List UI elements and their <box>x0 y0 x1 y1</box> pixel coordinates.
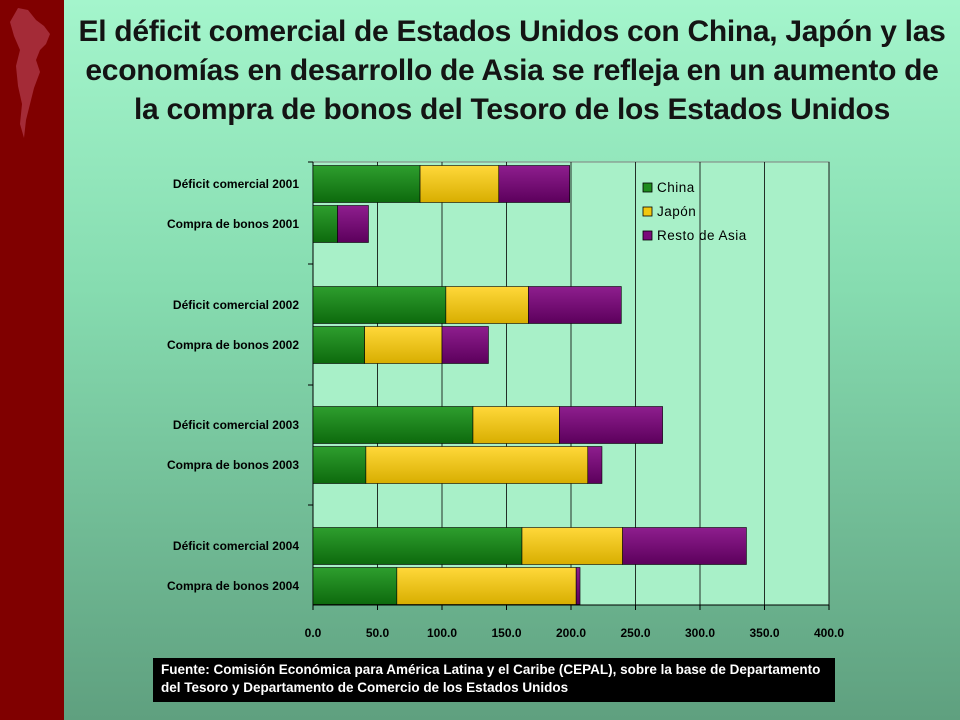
category-label: Compra de bonos 2001 <box>167 217 299 231</box>
bar-segment <box>587 446 603 484</box>
bar-segment <box>521 527 623 565</box>
bar-segment <box>441 326 489 364</box>
bar-segment <box>445 286 529 324</box>
category-label: Compra de bonos 2003 <box>167 458 299 472</box>
bar-segment <box>364 326 443 364</box>
bar-segment <box>498 165 571 203</box>
bar-segment <box>472 406 560 444</box>
category-label: Compra de bonos 2004 <box>167 579 299 593</box>
x-tick-label: 300.0 <box>685 626 715 640</box>
legend-swatch <box>642 206 653 217</box>
x-tick-label: 150.0 <box>491 626 521 640</box>
bar-segment <box>312 406 474 444</box>
source-note: Fuente: Comisión Económica para América … <box>153 658 835 702</box>
category-label: Compra de bonos 2002 <box>167 338 299 352</box>
legend-label: China <box>657 180 695 195</box>
legend-swatch <box>642 182 653 193</box>
x-tick-label: 350.0 <box>749 626 779 640</box>
bar-segment <box>337 205 369 243</box>
category-label: Déficit comercial 2002 <box>173 298 299 312</box>
legend-label: Japón <box>657 204 696 219</box>
bar-segment <box>312 165 421 203</box>
bar-segment <box>419 165 500 203</box>
bar-segment <box>312 286 447 324</box>
x-tick-label: 0.0 <box>305 626 322 640</box>
bar-segment <box>312 567 398 605</box>
category-label: Déficit comercial 2003 <box>173 418 299 432</box>
bar-segment <box>312 205 338 243</box>
americas-map-icon <box>10 8 50 138</box>
bar-segment <box>559 406 663 444</box>
bar-segment <box>312 326 365 364</box>
legend-label: Resto de Asia <box>657 228 747 243</box>
sidebar-decoration <box>0 0 64 720</box>
x-tick-label: 100.0 <box>427 626 457 640</box>
category-label: Déficit comercial 2001 <box>173 177 299 191</box>
legend-swatch <box>642 230 653 241</box>
bar-segment <box>622 527 747 565</box>
x-tick-label: 250.0 <box>620 626 650 640</box>
x-tick-label: 400.0 <box>814 626 844 640</box>
bar-segment <box>396 567 577 605</box>
category-label: Déficit comercial 2004 <box>173 539 299 553</box>
bar-segment <box>365 446 589 484</box>
bar-segment <box>575 567 581 605</box>
bar-segment <box>312 527 523 565</box>
bar-segment <box>312 446 367 484</box>
x-tick-label: 50.0 <box>366 626 390 640</box>
bar-segment <box>528 286 622 324</box>
slide-title: El déficit comercial de Estados Unidos c… <box>78 15 946 126</box>
x-tick-label: 200.0 <box>556 626 586 640</box>
